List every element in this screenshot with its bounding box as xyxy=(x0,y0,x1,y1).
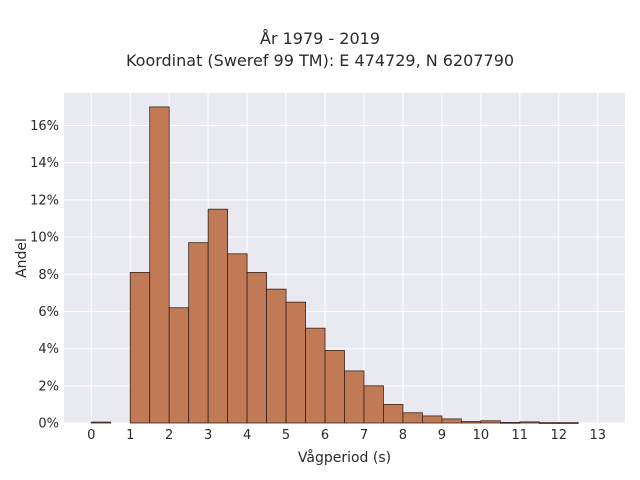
histogram-bars xyxy=(90,106,579,424)
x-tick-label: 13 xyxy=(589,428,606,443)
histogram-bar xyxy=(90,421,112,424)
histogram-bar xyxy=(383,404,404,424)
histogram-bar xyxy=(460,421,482,424)
y-tick-label: 8% xyxy=(38,268,59,283)
histogram-bar xyxy=(129,272,151,424)
x-tick-label: 0 xyxy=(87,428,95,443)
x-tick-label: 6 xyxy=(321,428,329,443)
x-tick-label: 11 xyxy=(512,428,529,443)
histogram-bar xyxy=(538,422,560,424)
x-tick-label: 5 xyxy=(282,428,290,443)
histogram-bar xyxy=(480,420,501,424)
x-tick-label: 9 xyxy=(438,428,446,443)
histogram-bar xyxy=(499,422,521,424)
y-axis-label: Andel xyxy=(14,238,30,278)
histogram-bar xyxy=(422,415,443,424)
histogram-bar xyxy=(266,288,287,424)
x-tick-label: 2 xyxy=(165,428,173,443)
histogram-bar xyxy=(227,253,248,424)
x-tick-label: 7 xyxy=(360,428,368,443)
histogram-bar xyxy=(402,412,423,424)
y-tick-labels: 0% 2% 4% 6% 8% 10% 12% 14% 16% xyxy=(30,119,59,431)
x-tick-labels: 0 1 2 3 4 5 6 7 8 9 10 11 12 13 xyxy=(87,428,606,443)
x-tick-label: 1 xyxy=(126,428,134,443)
x-tick-label: 3 xyxy=(204,428,212,443)
x-axis-label: Vågperiod (s) xyxy=(298,449,391,466)
y-tick-label: 2% xyxy=(38,379,59,394)
y-tick-label: 14% xyxy=(30,156,59,171)
y-tick-label: 10% xyxy=(30,231,59,246)
y-tick-label: 16% xyxy=(30,119,59,134)
chart-title-line-1: År 1979 - 2019 xyxy=(260,29,380,48)
histogram-bar xyxy=(149,106,170,424)
x-tick-label: 12 xyxy=(550,428,567,443)
histogram-bar xyxy=(168,307,190,424)
histogram-bar xyxy=(285,301,306,424)
x-tick-label: 8 xyxy=(399,428,407,443)
histogram-bar xyxy=(207,208,229,424)
chart-title-line-2: Koordinat (Sweref 99 TM): E 474729, N 62… xyxy=(125,51,515,70)
histogram-bar xyxy=(363,385,384,424)
histogram-bar xyxy=(558,422,579,424)
histogram-bar xyxy=(441,418,462,424)
x-tick-label: 4 xyxy=(243,428,251,443)
histogram-bar xyxy=(344,370,365,424)
histogram-bar xyxy=(188,242,209,424)
y-tick-label: 4% xyxy=(38,342,59,357)
histogram-bar xyxy=(305,327,326,424)
histogram-bar xyxy=(246,272,267,424)
histogram-bar xyxy=(324,350,345,424)
y-tick-label: 12% xyxy=(30,193,59,208)
x-tick-label: 10 xyxy=(473,428,490,443)
histogram-bar xyxy=(519,421,540,424)
y-tick-label: 6% xyxy=(38,305,59,320)
y-tick-label: 0% xyxy=(38,417,59,432)
